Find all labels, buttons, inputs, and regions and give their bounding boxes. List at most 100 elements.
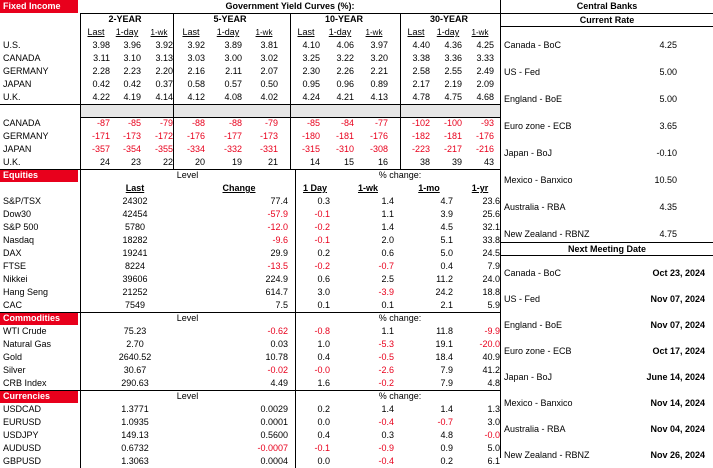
pct-change-1wk: 1.1 (381, 209, 394, 219)
commodities-top-line (0, 312, 500, 313)
pct-change-1wk: -3.9 (378, 287, 394, 297)
bank-name: England - BoE (504, 320, 563, 330)
pct-change-1wk: 1.4 (381, 196, 394, 206)
next-meeting-row: Mexico - Banxico Nov 14, 2024 (501, 393, 713, 413)
pct-change-1d: -0.8 (314, 326, 330, 336)
meeting-date: June 14, 2024 (646, 372, 705, 382)
pct-change-1mo: 7.9 (440, 378, 453, 388)
policy-rate: -0.10 (656, 148, 677, 158)
yield-value: 0.42 (92, 79, 110, 89)
commodities-pct-change-label: % change: (378, 313, 422, 323)
equities-row-cac: CAC 7549 7.5 0.1 0.1 2.1 5.9 (0, 299, 500, 312)
column-divider (80, 312, 81, 390)
spread-value: -310 (335, 144, 354, 154)
meeting-date: Nov 04, 2024 (650, 424, 705, 434)
pct-change-1d: 0.0 (317, 456, 330, 466)
next-meeting-row: Canada - BoC Oct 23, 2024 (501, 263, 713, 283)
currencies-row-gbpusd: GBPUSD 1.3063 0.0004 0.0 -0.4 0.2 6.1 (0, 455, 500, 468)
yield-subheader-row: Last 1-day 1-wk Last 1-day 1-wk Last 1-day 1-wk L… (0, 26, 500, 39)
yield-value: 2.11 (225, 66, 242, 76)
spread-value: -176 (475, 131, 494, 141)
pct-change-1yr: 7.9 (487, 261, 500, 271)
spread-value: 23 (130, 157, 141, 167)
equities-pct-change-label: % change: (378, 170, 422, 180)
next-meeting-row: US - Fed Nov 07, 2024 (501, 289, 713, 309)
pct-change-1mo: 4.5 (440, 222, 453, 232)
currencies-row-usdcad: USDCAD 1.3771 0.0029 0.2 1.4 1.4 1.3 (0, 403, 500, 416)
spread-value: 21 (267, 157, 278, 167)
central-banks-title: Central Banks (576, 1, 638, 11)
pct-change-1yr: 24.5 (482, 248, 500, 258)
pct-change-1mo: 1.4 (440, 404, 453, 414)
fixed-income-section-label: Fixed Income (0, 0, 78, 13)
last-value: 290.63 (121, 378, 149, 388)
spread-value: 15 (343, 157, 354, 167)
currencies-section-label: Currencies (0, 390, 78, 403)
currencies-pct-change-label: % change: (378, 391, 422, 401)
yield-value: 3.33 (476, 53, 494, 63)
column-divider (295, 169, 296, 312)
instrument-name: USDJPY (3, 430, 39, 440)
last-value: 42454 (122, 209, 148, 219)
column-divider (173, 13, 174, 169)
current-rate-row: Mexico - Banxico 10.50 (501, 170, 713, 190)
instrument-name: Dow30 (3, 209, 32, 219)
current-rate-row: US - Fed 5.00 (501, 62, 713, 82)
pct-change-1wk: 2.0 (381, 235, 394, 245)
commodities-header-row: Commodities Level % change: (0, 312, 500, 325)
yield-value: 4.25 (476, 40, 494, 50)
bank-name: Mexico - Banxico (504, 175, 573, 185)
bank-name: Euro zone - ECB (504, 121, 572, 131)
country-label: U.K. (3, 92, 21, 102)
yield-value: 2.09 (476, 79, 494, 89)
spread-value: -308 (369, 144, 388, 154)
pct-change-1wk: -0.2 (378, 378, 394, 388)
bank-name: US - Fed (504, 67, 541, 77)
pct-change-1yr: -0.0 (484, 430, 500, 440)
country-label: GERMANY (3, 66, 49, 76)
yield-subheader: 1-day (216, 27, 240, 37)
yield-value: 0.89 (370, 79, 388, 89)
yield-value: 3.20 (370, 53, 388, 63)
commodities-row-silver: Silver 30.67 -0.02 -0.0 -2.6 7.9 41.2 (0, 364, 500, 377)
pct-change-1d: 1.6 (317, 378, 330, 388)
pct-change-1mo: 24.2 (435, 287, 453, 297)
equities-row-dax: DAX 19241 29.9 0.2 0.6 5.0 24.5 (0, 247, 500, 260)
yield-value: 3.13 (155, 53, 173, 63)
pct-change-1mo: 7.9 (440, 365, 453, 375)
yield-value: 4.36 (444, 40, 462, 50)
spread-value: -93 (480, 118, 494, 128)
pct-change-1mo: 5.0 (440, 248, 453, 258)
spread-value: -77 (374, 118, 388, 128)
pct-change-1yr: -20.0 (479, 339, 500, 349)
yield-value: 3.22 (336, 53, 354, 63)
yield-value: 2.58 (412, 66, 430, 76)
current-rate-title: Current Rate (501, 13, 713, 27)
pct-change-1wk: -0.4 (378, 456, 394, 466)
level-change: 29.9 (270, 248, 288, 258)
yield-row-uk: U.K. 4.22 4.19 4.14 4.12 4.08 4.02 4.24 4.21 4.13… (0, 91, 500, 104)
instrument-name: S&P 500 (3, 222, 39, 232)
pct-change-1wk: -0.7 (378, 261, 394, 271)
spread-value: -79 (264, 118, 278, 128)
pct-change-1yr: 24.0 (482, 274, 500, 284)
yield-value: 3.00 (224, 53, 242, 63)
tenor-header-row: 2-YEAR 5-YEAR 10-YEAR 30-YEAR (0, 13, 500, 26)
level-change: 0.0004 (260, 456, 288, 466)
level-change: 0.03 (270, 339, 288, 349)
yield-subheader: Last (407, 27, 425, 37)
spread-value: 14 (309, 157, 320, 167)
meeting-date: Nov 26, 2024 (650, 450, 705, 460)
equities-row-nikkei: Nikkei 39606 224.9 0.6 2.5 11.2 24.0 (0, 273, 500, 286)
instrument-name: Natural Gas (3, 339, 52, 349)
yield-value: 4.24 (302, 92, 320, 102)
yield-subheader: 1-wk (150, 28, 168, 37)
yield-value: 4.08 (224, 92, 242, 102)
spread-value: 22 (162, 157, 173, 167)
yield-value: 2.20 (155, 66, 173, 76)
pct-change-1mo: 3.9 (440, 209, 453, 219)
currencies-level-label: Level (176, 391, 199, 401)
yield-value: 3.92 (187, 40, 205, 50)
yield-value: 3.81 (260, 40, 278, 50)
